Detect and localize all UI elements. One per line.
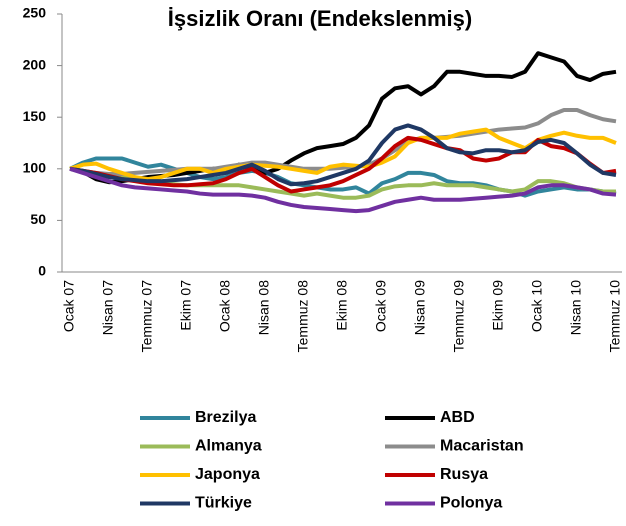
- x-tick-label: Ocak 07: [61, 280, 77, 332]
- legend-label: Rusya: [440, 466, 488, 483]
- series-line: [69, 123, 617, 187]
- y-tick-label: 0: [38, 263, 46, 279]
- x-tick-label: Temmuz 09: [451, 280, 467, 353]
- y-tick-label: 50: [30, 211, 46, 227]
- y-tick-label: 250: [23, 5, 47, 21]
- legend-label: Macaristan: [440, 438, 524, 455]
- x-tick-label: Ekim 07: [178, 280, 194, 331]
- legend-label: Japonya: [195, 466, 260, 483]
- x-tick-label: Nisan 10: [568, 280, 584, 335]
- legend-label: ABD: [440, 409, 475, 426]
- series-line: [69, 135, 617, 194]
- x-tick-label: Ekim 09: [490, 280, 506, 331]
- x-tick-label: Nisan 07: [100, 280, 116, 335]
- series-line: [69, 166, 617, 214]
- y-tick-label: 150: [23, 108, 47, 124]
- series-line: [69, 156, 617, 198]
- y-tick-label: 100: [23, 160, 47, 176]
- x-tick-label: Ocak 08: [217, 280, 233, 332]
- series-line: [69, 107, 617, 176]
- x-tick-label: Ekim 08: [334, 280, 350, 331]
- legend-label: Polonya: [440, 495, 502, 512]
- legend-label: Almanya: [195, 438, 262, 455]
- x-tick-label: Ocak 09: [373, 280, 389, 332]
- x-tick-label: Ocak 10: [529, 280, 545, 332]
- legend-label: Türkiye: [195, 495, 252, 512]
- y-tick-label: 200: [23, 56, 47, 72]
- legend-label: Brezilya: [195, 409, 256, 426]
- x-tick-label: Temmuz 07: [139, 280, 155, 353]
- x-tick-label: Temmuz 08: [295, 280, 311, 353]
- x-tick-label: Nisan 09: [412, 280, 428, 335]
- x-tick-label: Nisan 08: [256, 280, 272, 335]
- chart-title: İşsizlik Oranı (Endekslenmiş): [168, 6, 472, 31]
- x-tick-label: Temmuz 10: [607, 280, 623, 353]
